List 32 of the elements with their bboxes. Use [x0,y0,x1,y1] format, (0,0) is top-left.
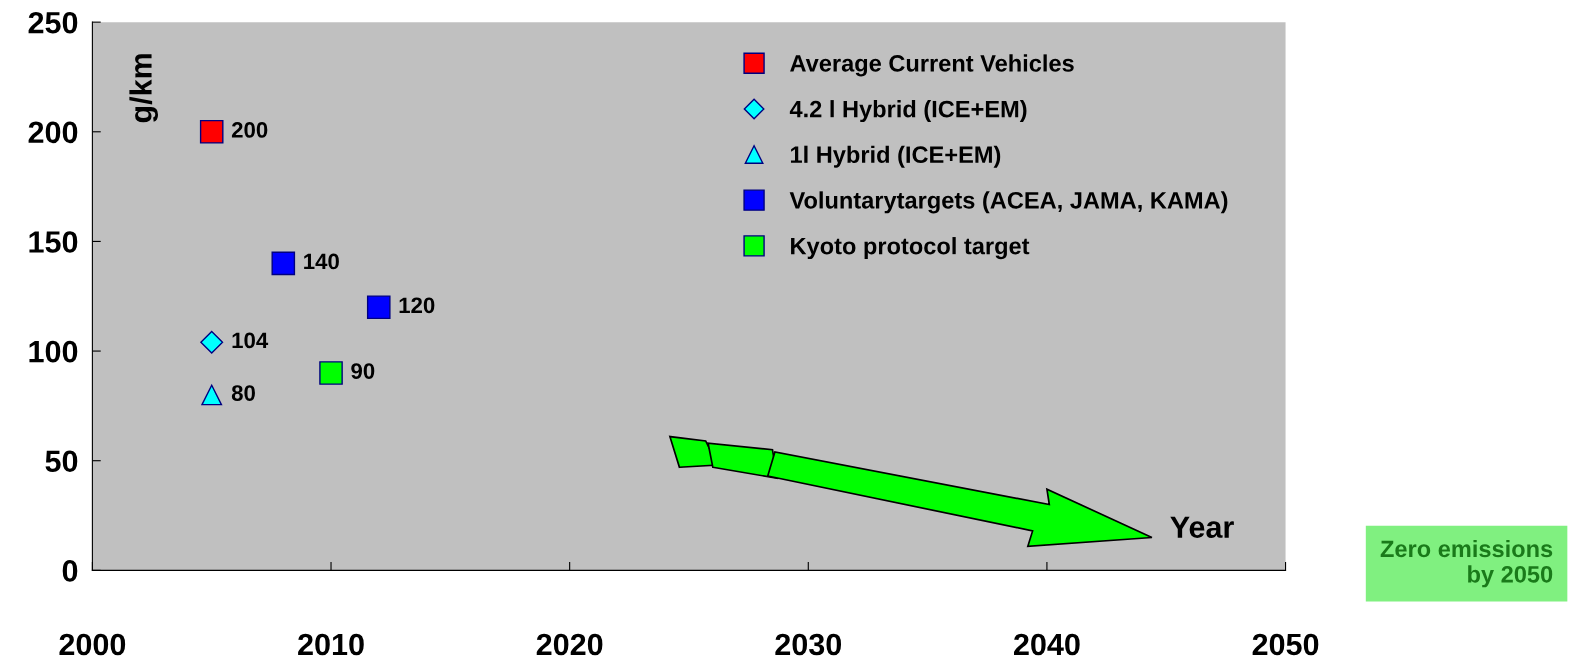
legend-label: 4.2 l Hybrid (ICE+EM) [789,100,1027,123]
y-tick-label: 0 [62,560,78,582]
text: Zero emissions by 2050 [1380,539,1553,588]
point [319,361,343,385]
point [366,295,391,320]
legend-label: Average Current Vehicles [790,54,1074,77]
data-label: 104 [232,332,269,349]
legend-label: Voluntarytargets (ACEA, JAMA, KAMA) [789,191,1228,214]
data-label: 200 [231,122,268,138]
y-tick-label: 150 [29,231,78,253]
x-tick-label: 2030 [775,633,842,656]
y-axis-title: g/km [129,54,159,123]
x-axis-title: Year [1170,516,1234,538]
x-tick-label: 2050 [1252,633,1319,656]
y-tick-label: 250 [28,11,78,34]
data-label: 140 [304,253,339,270]
x-tick-label: 2010 [298,633,364,656]
point [271,251,296,276]
point [200,330,224,354]
y-tick-label: 50 [45,450,78,473]
data-label: 80 [231,385,255,401]
point [201,384,223,406]
x-tick-label: 2000 [59,633,126,656]
x-tick-label: 2040 [1014,633,1080,656]
y-tick-label: 100 [29,340,78,363]
data-label: 120 [399,297,435,314]
data-label: 90 [351,363,375,379]
legend-label: 1l Hybrid (ICE+EM) [790,145,1001,168]
legend-label: Kyoto protocol target [791,237,1030,260]
x-tick-label: 2020 [536,633,603,656]
point [199,119,224,144]
y-tick-label: 200 [28,121,78,144]
